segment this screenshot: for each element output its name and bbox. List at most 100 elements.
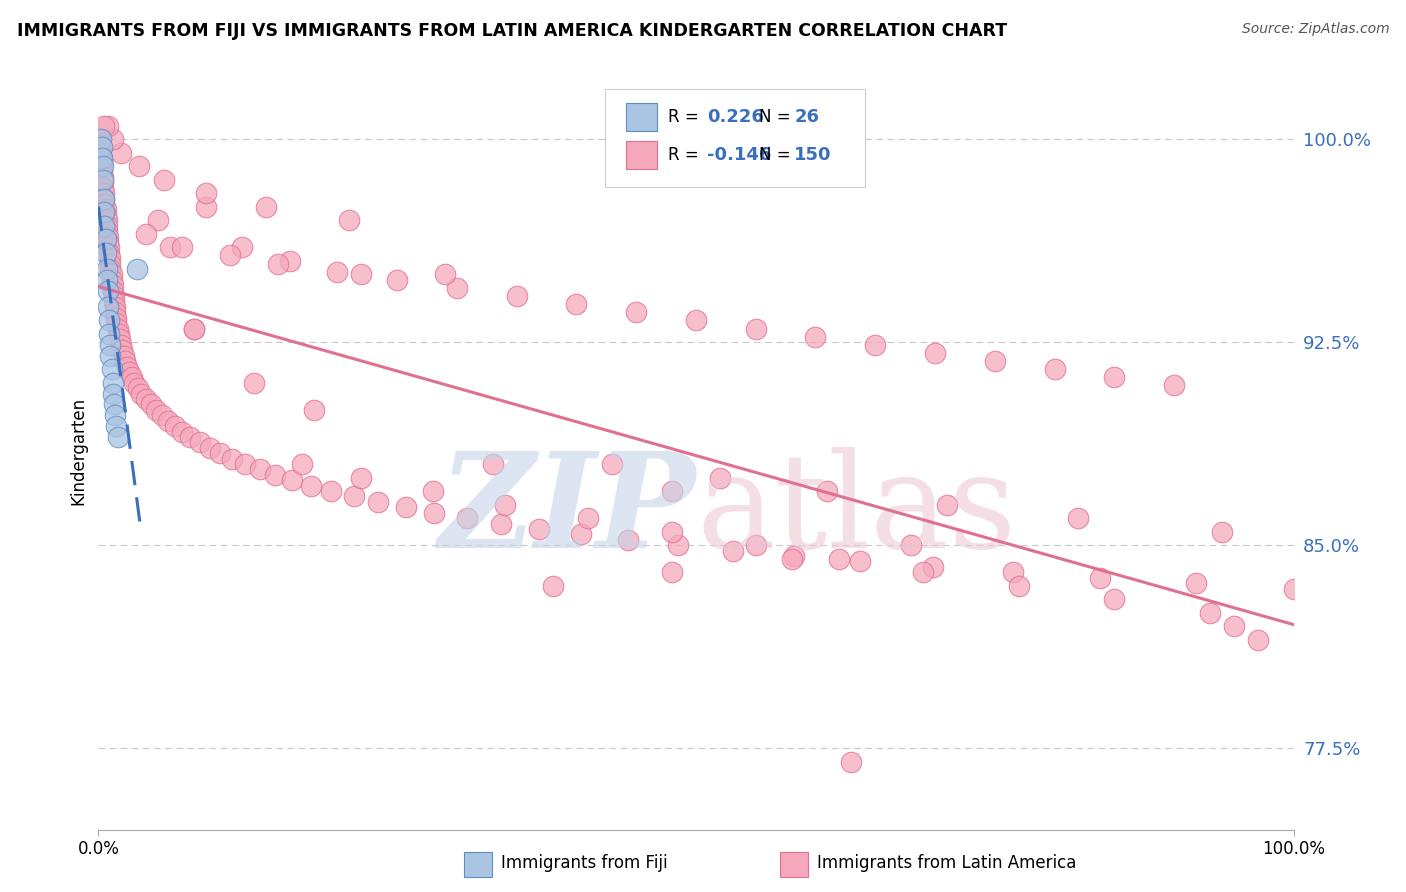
Point	[1282, 582, 1305, 596]
Point	[105, 310, 128, 325]
Point	[541, 579, 564, 593]
Point	[1067, 511, 1090, 525]
Text: N =: N =	[759, 108, 796, 126]
Point	[924, 346, 946, 360]
Point	[278, 253, 301, 268]
Point	[745, 538, 768, 552]
Point	[101, 284, 124, 298]
Point	[114, 354, 136, 368]
Point	[96, 213, 118, 227]
Point	[841, 755, 863, 769]
Point	[529, 522, 551, 536]
Point	[98, 245, 121, 260]
Text: R =: R =	[668, 146, 704, 164]
Point	[91, 140, 114, 154]
Point	[209, 446, 232, 460]
Text: 26: 26	[794, 108, 820, 126]
Point	[780, 551, 803, 566]
Point	[153, 172, 176, 186]
Point	[94, 208, 117, 222]
Point	[1247, 632, 1270, 647]
Point	[1104, 592, 1126, 607]
Point	[94, 202, 117, 217]
Point	[911, 566, 934, 580]
Point	[97, 300, 120, 314]
Point	[145, 402, 167, 417]
Point	[299, 478, 322, 492]
Point	[93, 197, 115, 211]
Point	[494, 498, 516, 512]
Point	[98, 251, 122, 265]
Point	[90, 143, 112, 157]
Point	[108, 333, 131, 347]
Point	[159, 240, 181, 254]
Point	[93, 192, 115, 206]
Point	[97, 284, 120, 298]
Text: IMMIGRANTS FROM FIJI VS IMMIGRANTS FROM LATIN AMERICA KINDERGARTEN CORRELATION C: IMMIGRANTS FROM FIJI VS IMMIGRANTS FROM …	[17, 22, 1007, 40]
Point	[94, 245, 117, 260]
Point	[93, 205, 115, 219]
Point	[90, 148, 112, 162]
Point	[221, 451, 243, 466]
Point	[98, 349, 122, 363]
Point	[96, 219, 118, 233]
Point	[112, 349, 135, 363]
Text: R =: R =	[668, 108, 704, 126]
Point	[111, 343, 134, 358]
Point	[118, 365, 141, 379]
Point	[98, 338, 122, 352]
Point	[249, 462, 271, 476]
Point	[865, 338, 887, 352]
Point	[350, 470, 373, 484]
Point	[188, 435, 211, 450]
Point	[195, 200, 218, 214]
Point	[617, 533, 640, 547]
Point	[183, 321, 205, 335]
Point	[343, 490, 366, 504]
Point	[100, 362, 122, 376]
Text: 150: 150	[794, 146, 832, 164]
Point	[709, 470, 731, 484]
Point	[264, 467, 287, 482]
Point	[423, 506, 446, 520]
Point	[131, 386, 153, 401]
Point	[139, 397, 162, 411]
Point	[1104, 370, 1126, 384]
Point	[91, 172, 114, 186]
Point	[1163, 378, 1185, 392]
Point	[107, 430, 129, 444]
Point	[1088, 571, 1111, 585]
Point	[1211, 524, 1233, 539]
Point	[828, 551, 851, 566]
Point	[91, 159, 114, 173]
Point	[900, 538, 922, 552]
Point	[103, 294, 125, 309]
Point	[456, 511, 478, 525]
Point	[666, 538, 689, 552]
Text: -0.146: -0.146	[707, 146, 772, 164]
Point	[367, 495, 389, 509]
Text: ZIP: ZIP	[439, 447, 696, 575]
Point	[783, 549, 806, 563]
Text: N =: N =	[759, 146, 796, 164]
Point	[936, 498, 959, 512]
Point	[1001, 566, 1024, 580]
Text: Immigrants from Latin America: Immigrants from Latin America	[817, 855, 1076, 872]
Point	[128, 159, 150, 173]
Point	[105, 316, 128, 330]
Point	[195, 186, 218, 201]
Point	[135, 227, 157, 241]
Point	[626, 305, 648, 319]
Point	[219, 248, 242, 262]
Point	[98, 262, 122, 277]
Point	[394, 500, 416, 515]
Point	[254, 200, 277, 214]
Point	[96, 262, 118, 277]
Point	[446, 281, 468, 295]
Point	[183, 321, 205, 335]
Point	[267, 257, 290, 271]
Point	[91, 164, 114, 178]
Text: atlas: atlas	[696, 447, 1017, 575]
Point	[231, 240, 253, 254]
Point	[94, 232, 117, 246]
